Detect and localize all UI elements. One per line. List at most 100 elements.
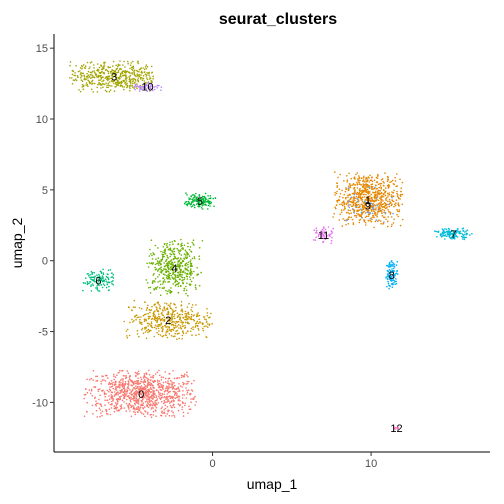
data-point — [376, 215, 378, 218]
data-point — [113, 395, 116, 397]
data-point — [102, 273, 105, 276]
data-point — [180, 238, 182, 241]
data-point — [114, 73, 117, 76]
data-point — [166, 382, 169, 385]
data-point — [143, 386, 145, 389]
data-point — [201, 204, 204, 207]
data-point — [161, 318, 163, 320]
data-point — [465, 236, 468, 239]
data-point — [173, 253, 176, 256]
data-point — [159, 334, 162, 336]
data-point — [178, 266, 181, 269]
data-point — [186, 393, 188, 395]
data-point — [445, 228, 448, 231]
data-point — [388, 203, 390, 206]
data-point — [360, 203, 363, 206]
data-point — [162, 268, 165, 270]
data-point — [143, 85, 145, 88]
data-point — [185, 292, 187, 295]
data-point — [112, 277, 115, 279]
data-point — [360, 211, 363, 214]
data-point — [185, 397, 188, 399]
data-point — [197, 273, 200, 276]
data-point — [154, 380, 156, 383]
data-point — [195, 203, 198, 205]
data-point — [120, 407, 123, 410]
data-point — [129, 72, 131, 75]
data-point — [369, 218, 372, 220]
data-point — [395, 185, 398, 188]
data-point — [160, 260, 163, 262]
data-point — [441, 232, 444, 234]
data-point — [196, 196, 198, 198]
data-point — [374, 199, 376, 201]
data-point — [164, 396, 166, 399]
data-point — [122, 394, 124, 396]
data-point — [155, 406, 158, 409]
data-point — [174, 393, 176, 395]
data-point — [149, 286, 152, 289]
data-point — [176, 325, 179, 327]
data-point — [97, 402, 99, 405]
data-point — [89, 66, 91, 68]
data-point — [136, 79, 139, 81]
data-point — [168, 280, 171, 283]
data-point — [166, 336, 169, 339]
cluster-label-4: 4 — [171, 263, 177, 275]
data-point — [125, 84, 127, 86]
data-point — [186, 313, 188, 315]
data-point — [192, 197, 195, 199]
data-point — [143, 373, 146, 375]
data-point — [131, 389, 134, 392]
data-point — [359, 195, 362, 197]
cluster-1-points — [332, 171, 404, 229]
data-point — [151, 401, 154, 403]
data-point — [119, 72, 122, 75]
data-point — [109, 413, 112, 416]
data-point — [156, 398, 158, 400]
data-point — [126, 84, 129, 87]
data-point — [172, 309, 174, 311]
data-point — [110, 276, 113, 279]
data-point — [134, 78, 137, 81]
data-point — [134, 371, 137, 374]
data-point — [324, 238, 327, 241]
data-point — [336, 199, 338, 202]
data-point — [464, 233, 466, 236]
data-point — [371, 212, 374, 215]
data-point — [143, 406, 146, 408]
data-point — [166, 401, 169, 403]
data-point — [146, 262, 148, 265]
data-point — [101, 80, 103, 83]
data-point — [453, 234, 456, 236]
data-point — [157, 323, 160, 326]
data-point — [201, 240, 204, 242]
data-point — [115, 81, 117, 84]
data-point — [163, 393, 165, 396]
data-point — [200, 207, 203, 209]
data-point — [206, 326, 209, 328]
data-point — [91, 395, 94, 397]
data-point — [166, 328, 169, 331]
data-point — [118, 78, 120, 80]
data-point — [184, 318, 186, 321]
data-point — [376, 214, 378, 216]
data-point — [167, 304, 170, 307]
data-point — [129, 379, 132, 382]
data-point — [162, 384, 165, 387]
data-point — [189, 269, 192, 272]
data-point — [127, 386, 129, 388]
data-point — [397, 210, 399, 212]
data-point — [182, 381, 184, 384]
data-point — [154, 281, 156, 283]
data-point — [176, 247, 178, 250]
data-point — [161, 312, 163, 314]
data-point — [384, 211, 387, 214]
data-point — [180, 258, 182, 260]
data-point — [158, 261, 161, 264]
data-point — [347, 223, 350, 225]
data-point — [387, 216, 390, 218]
data-point — [323, 226, 325, 228]
data-point — [196, 267, 198, 269]
data-point — [182, 247, 184, 249]
